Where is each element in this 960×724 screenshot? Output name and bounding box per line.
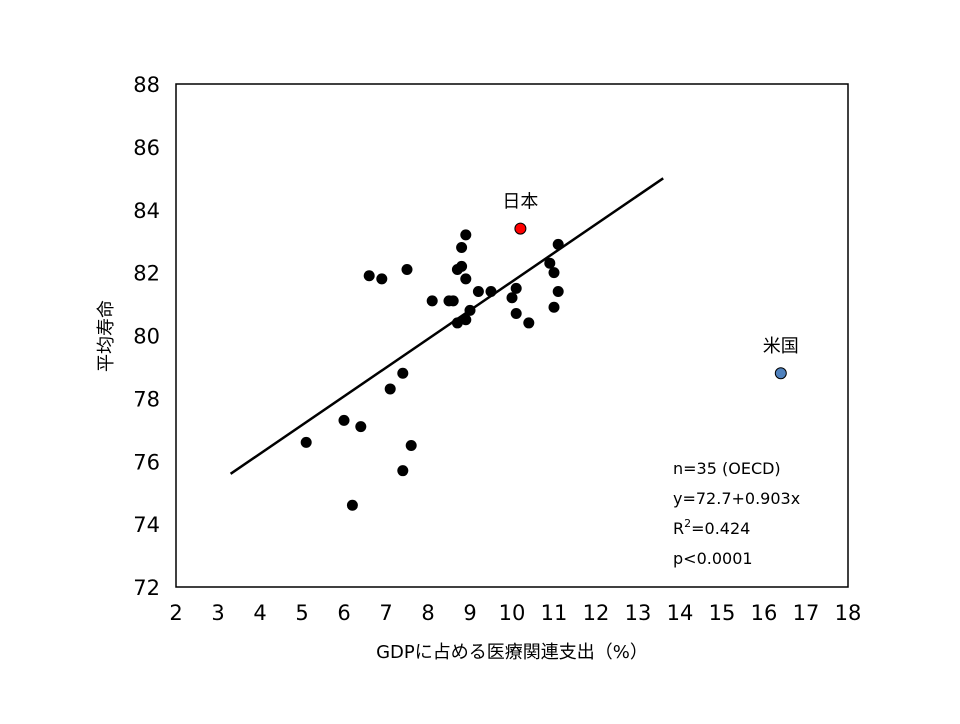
y-tick-label: 82 xyxy=(133,262,160,286)
scatter-point xyxy=(405,440,417,452)
scatter-point xyxy=(355,421,367,433)
y-tick-label: 86 xyxy=(133,136,160,160)
scatter-point xyxy=(485,285,497,297)
scatter-point xyxy=(510,282,522,294)
x-tick-label: 17 xyxy=(793,601,820,625)
x-tick-label: 4 xyxy=(253,601,266,625)
scatter-point xyxy=(472,285,484,297)
trendline-layer xyxy=(229,177,664,475)
japan-label: 日本 xyxy=(502,192,538,213)
scatter-point xyxy=(376,273,388,285)
scatter-point xyxy=(464,304,476,316)
usa-point xyxy=(774,367,787,380)
scatter-point xyxy=(447,295,459,307)
points-layer xyxy=(300,222,787,511)
plot-area-frame xyxy=(175,83,849,588)
scatter-point xyxy=(456,241,468,253)
scatter-point xyxy=(401,263,413,275)
x-tick-label: 9 xyxy=(463,601,476,625)
scatter-point xyxy=(456,260,468,272)
scatter-point xyxy=(338,414,350,426)
x-tick-label: 10 xyxy=(499,601,526,625)
scatter-point xyxy=(397,465,409,477)
scatter-point xyxy=(460,314,472,326)
scatter-point xyxy=(460,229,472,241)
scatter-point xyxy=(544,257,556,269)
x-tick-label: 12 xyxy=(583,601,610,625)
japan-point xyxy=(514,222,527,235)
scatter-point xyxy=(548,301,560,313)
scatter-point xyxy=(426,295,438,307)
scatter-point xyxy=(510,307,522,319)
usa-label: 米国 xyxy=(763,336,799,357)
scatter-point xyxy=(451,317,463,329)
axis-ticks-layer: 2 3 4 5 6 7 8 9 10 11 12 13 14 15 16 17 1872747678808284… xyxy=(133,73,861,625)
y-tick-label: 78 xyxy=(133,387,160,411)
x-tick-label: 11 xyxy=(541,601,568,625)
scatter-point xyxy=(397,367,409,379)
x-tick-label: 3 xyxy=(211,601,224,625)
x-tick-label: 18 xyxy=(835,601,862,625)
scatter-point xyxy=(552,238,564,250)
x-tick-label: 16 xyxy=(751,601,778,625)
scatter-point xyxy=(523,317,535,329)
x-tick-label: 5 xyxy=(295,601,308,625)
y-tick-label: 80 xyxy=(133,325,160,349)
y-tick-label: 88 xyxy=(133,73,160,97)
scatter-point xyxy=(363,270,375,282)
annotation-line: y=72.7+0.903x xyxy=(673,489,800,508)
annotations-layer: n=35 (OECD) y=72.7+0.903x R2=0.424 p<0.0001 xyxy=(673,459,800,568)
annotation-line: p<0.0001 xyxy=(673,549,753,568)
scatter-point xyxy=(548,267,560,279)
x-tick-label: 14 xyxy=(667,601,694,625)
y-tick-label: 72 xyxy=(133,576,160,600)
annotation-r2: R2=0.424 xyxy=(673,517,750,538)
x-tick-label: 7 xyxy=(379,601,392,625)
x-tick-label: 2 xyxy=(169,601,182,625)
x-axis-title: GDPに占める医療関連支出（%） xyxy=(376,642,648,663)
x-tick-label: 8 xyxy=(421,601,434,625)
scatter-point xyxy=(552,285,564,297)
y-axis-title: 平均寿命 xyxy=(96,300,117,372)
y-tick-label: 74 xyxy=(133,513,160,537)
y-tick-label: 76 xyxy=(133,450,160,474)
y-tick-label: 84 xyxy=(133,199,160,223)
scatter-point xyxy=(460,273,472,285)
scatter-point xyxy=(346,499,358,511)
x-tick-label: 6 xyxy=(337,601,350,625)
scatter-point xyxy=(384,383,396,395)
x-tick-label: 15 xyxy=(709,601,736,625)
regression-line xyxy=(229,177,664,475)
x-tick-label: 13 xyxy=(625,601,652,625)
scatter-point xyxy=(300,436,312,448)
plot-frame-layer xyxy=(175,83,849,588)
scatter-point xyxy=(506,292,518,304)
annotation-line: n=35 (OECD) xyxy=(673,459,781,478)
